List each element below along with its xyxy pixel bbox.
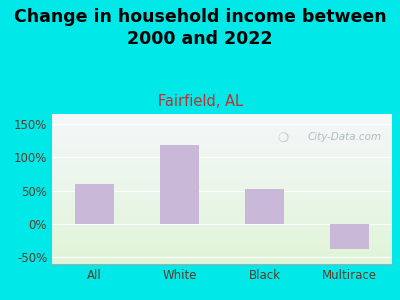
Text: City-Data.com: City-Data.com	[308, 132, 382, 142]
Bar	[245, 189, 284, 224]
Bar	[160, 145, 199, 224]
Text: Fairfield, AL: Fairfield, AL	[158, 94, 242, 110]
Text: Change in household income between
2000 and 2022: Change in household income between 2000 …	[14, 8, 386, 48]
Bar	[330, 224, 369, 249]
Bar	[75, 184, 114, 224]
Text: ❍: ❍	[277, 132, 288, 145]
